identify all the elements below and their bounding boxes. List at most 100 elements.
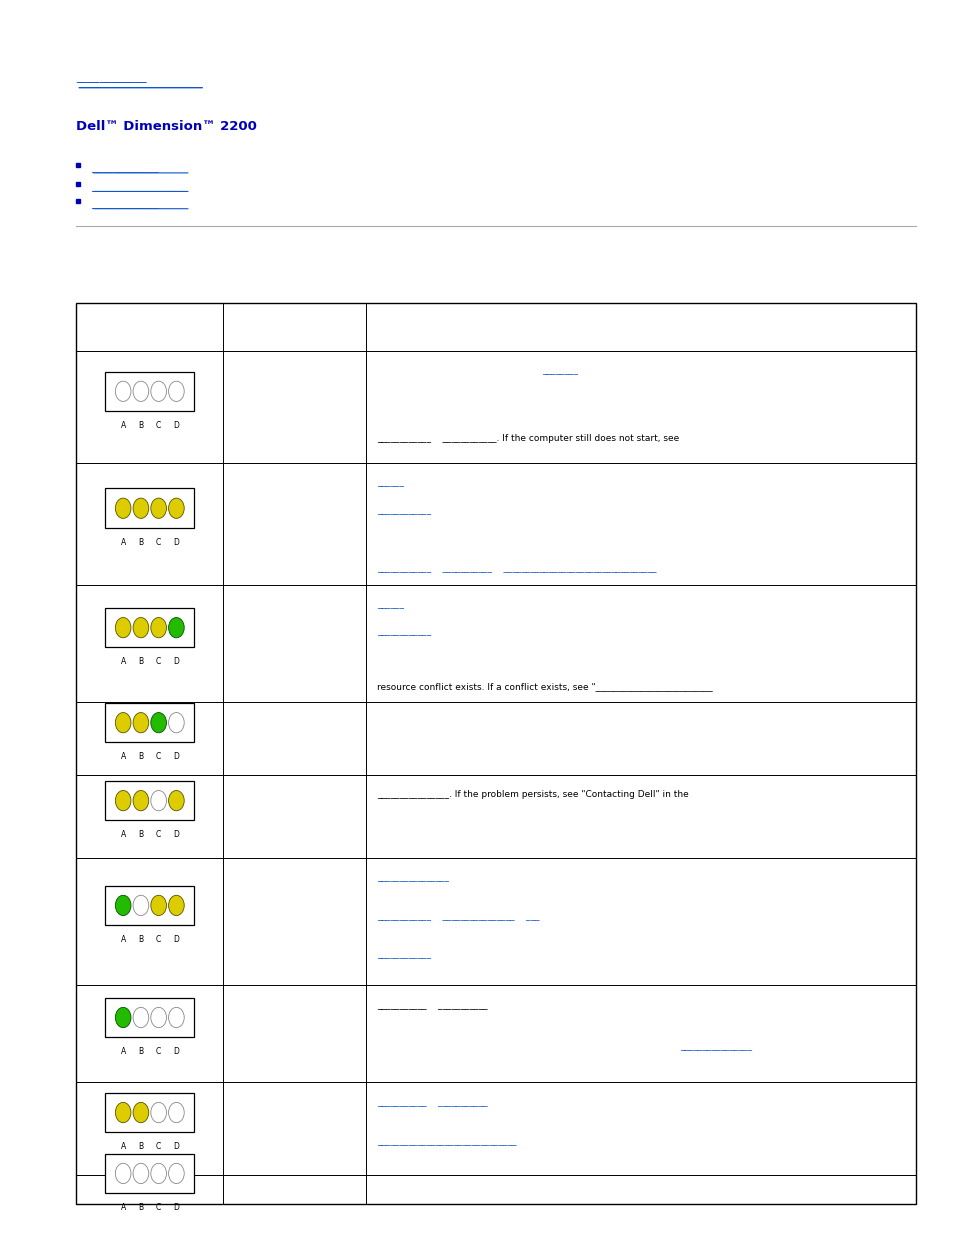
Text: ________________: ________________ — [679, 1042, 751, 1051]
Text: D: D — [173, 421, 179, 430]
Text: B: B — [138, 538, 143, 547]
Text: ________: ________ — [542, 366, 578, 375]
Circle shape — [132, 1008, 149, 1028]
Circle shape — [132, 382, 149, 401]
Text: ______: ______ — [377, 600, 404, 609]
Circle shape — [151, 790, 166, 810]
Circle shape — [115, 498, 131, 519]
Text: ________________. If the problem persists, see "Contacting Dell" in the: ________________. If the problem persist… — [377, 790, 688, 799]
Text: ____________: ____________ — [377, 627, 431, 636]
Bar — [105, 998, 194, 1037]
Circle shape — [169, 1163, 184, 1183]
Text: ______: ______ — [377, 478, 404, 488]
Circle shape — [169, 895, 184, 915]
Circle shape — [115, 895, 131, 915]
Text: ___________    ___________: ___________ ___________ — [377, 999, 487, 1009]
Circle shape — [132, 618, 149, 637]
Text: ____________: ____________ — [91, 163, 158, 173]
Text: C: C — [156, 752, 161, 761]
Text: D: D — [173, 1203, 179, 1212]
Text: ____________    ____________. If the computer still does not start, see: ____________ ____________. If the comput… — [377, 433, 679, 443]
Circle shape — [151, 713, 166, 732]
Circle shape — [151, 1163, 166, 1183]
Text: C: C — [156, 935, 161, 944]
Text: ____________: ____________ — [377, 950, 431, 958]
Text: Dell™ Dimension™ 2200: Dell™ Dimension™ 2200 — [76, 120, 257, 132]
Text: B: B — [138, 1142, 143, 1151]
Circle shape — [169, 1103, 184, 1123]
Text: B: B — [138, 1047, 143, 1056]
Circle shape — [151, 1008, 166, 1028]
Circle shape — [132, 895, 149, 915]
Circle shape — [151, 382, 166, 401]
Bar — [105, 1093, 194, 1132]
Bar — [105, 885, 194, 925]
Bar — [105, 703, 194, 742]
Text: C: C — [156, 421, 161, 430]
Circle shape — [151, 498, 166, 519]
Bar — [76, 303, 915, 1204]
Text: D: D — [173, 830, 179, 840]
Text: ___________    ___________: ___________ ___________ — [377, 1097, 487, 1107]
Text: A: A — [120, 1047, 126, 1056]
Circle shape — [132, 790, 149, 810]
Circle shape — [132, 1103, 149, 1123]
Bar — [105, 372, 194, 411]
Text: A: A — [120, 421, 126, 430]
Text: resource conflict exists. If a conflict exists, see "__________________________: resource conflict exists. If a conflict … — [377, 682, 712, 690]
Text: C: C — [156, 830, 161, 840]
Circle shape — [115, 790, 131, 810]
Circle shape — [169, 382, 184, 401]
Text: D: D — [173, 1142, 179, 1151]
Text: C: C — [156, 538, 161, 547]
Text: ____________: ____________ — [91, 182, 158, 191]
Circle shape — [169, 1008, 184, 1028]
Text: ____________: ____________ — [91, 199, 158, 209]
Text: C: C — [156, 1142, 161, 1151]
Circle shape — [169, 618, 184, 637]
Circle shape — [151, 1103, 166, 1123]
Text: A: A — [120, 1142, 126, 1151]
Circle shape — [132, 498, 149, 519]
Text: B: B — [138, 1203, 143, 1212]
Text: ____________: ____________ — [377, 506, 431, 515]
Bar — [105, 608, 194, 647]
Text: ________________: ________________ — [377, 873, 449, 882]
Text: ____________    ________________    ___: ____________ ________________ ___ — [377, 911, 539, 920]
Circle shape — [169, 790, 184, 810]
Text: ____________    ___________    __________________________________: ____________ ___________ _______________… — [377, 563, 657, 572]
Text: D: D — [173, 1047, 179, 1056]
Text: A: A — [120, 752, 126, 761]
Circle shape — [132, 713, 149, 732]
Text: A: A — [120, 830, 126, 840]
Bar — [105, 489, 194, 529]
Circle shape — [115, 618, 131, 637]
Text: B: B — [138, 421, 143, 430]
Text: C: C — [156, 1047, 161, 1056]
Text: C: C — [156, 1203, 161, 1212]
Text: B: B — [138, 752, 143, 761]
Text: B: B — [138, 935, 143, 944]
Circle shape — [115, 1103, 131, 1123]
Bar — [105, 1153, 194, 1193]
Text: A: A — [120, 935, 126, 944]
Text: A: A — [120, 538, 126, 547]
Text: B: B — [138, 830, 143, 840]
Text: D: D — [173, 752, 179, 761]
Circle shape — [115, 713, 131, 732]
Text: D: D — [173, 538, 179, 547]
Circle shape — [132, 1163, 149, 1183]
Circle shape — [115, 1163, 131, 1183]
Text: _______________________________: _______________________________ — [377, 1137, 517, 1146]
Text: C: C — [156, 657, 161, 667]
Bar — [105, 781, 194, 820]
Circle shape — [115, 382, 131, 401]
Circle shape — [169, 498, 184, 519]
Circle shape — [115, 1008, 131, 1028]
Text: A: A — [120, 1203, 126, 1212]
Text: D: D — [173, 935, 179, 944]
Text: D: D — [173, 657, 179, 667]
Circle shape — [151, 618, 166, 637]
Circle shape — [169, 713, 184, 732]
Circle shape — [151, 895, 166, 915]
